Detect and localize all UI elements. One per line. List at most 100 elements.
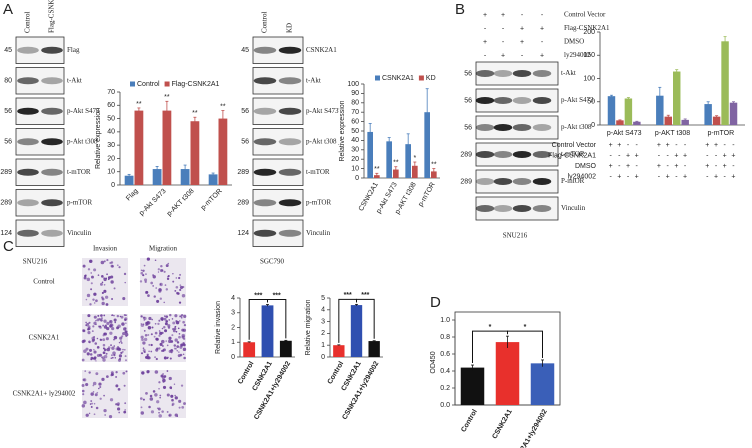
cell xyxy=(180,343,184,347)
cell xyxy=(168,413,172,417)
cell xyxy=(166,344,169,347)
blot-caption: SNU216 xyxy=(23,258,48,266)
cell xyxy=(168,349,172,353)
cell xyxy=(111,327,115,331)
condition-sign: - xyxy=(484,25,487,32)
blot-band xyxy=(41,138,63,146)
cell xyxy=(156,347,159,350)
blot-label: t-Akt xyxy=(306,76,321,84)
legend-label: Control xyxy=(137,81,160,88)
cell xyxy=(116,347,121,351)
column-header: Migration xyxy=(149,245,177,253)
cell xyxy=(124,355,127,358)
molecular-weight: 56 xyxy=(464,97,472,104)
blot-band xyxy=(512,178,532,185)
cell xyxy=(93,357,97,361)
condition-sign: + xyxy=(483,39,487,46)
condition-sign: - xyxy=(484,52,487,59)
cell xyxy=(139,280,143,283)
panel-letter: B xyxy=(455,1,465,18)
cell xyxy=(94,342,98,345)
cell xyxy=(105,295,109,299)
condition-sign: + xyxy=(617,173,621,180)
blot-label: t-mTOR xyxy=(67,168,91,176)
cell xyxy=(85,321,87,324)
significance: * xyxy=(489,324,492,331)
cell xyxy=(90,288,93,291)
blot-band xyxy=(278,77,302,85)
condition-sign: + xyxy=(635,173,639,180)
cell xyxy=(147,294,150,297)
condition-sign: + xyxy=(540,25,544,32)
bar xyxy=(616,120,624,125)
significance: *** xyxy=(273,292,281,299)
cell xyxy=(160,317,164,321)
cell xyxy=(159,297,162,300)
cell xyxy=(109,320,111,323)
bar xyxy=(333,345,345,357)
blot-band xyxy=(17,46,39,54)
cell xyxy=(141,338,144,342)
cell xyxy=(179,288,182,292)
cell xyxy=(93,348,95,351)
cell xyxy=(183,323,187,327)
panel-letter: C xyxy=(3,238,14,255)
cell xyxy=(110,264,114,268)
cell xyxy=(124,330,128,334)
condition-sign: - xyxy=(715,152,718,159)
y-tick-label: 60 xyxy=(107,102,115,109)
legend-label: Flag-CSNK2A1 xyxy=(172,81,220,88)
cell xyxy=(102,351,106,355)
y-tick-label: 70 xyxy=(351,109,359,116)
cell xyxy=(140,406,143,409)
cell xyxy=(145,392,148,395)
blot-band xyxy=(17,138,39,146)
cell xyxy=(148,316,152,321)
blot-band xyxy=(493,178,513,185)
cell xyxy=(165,340,167,342)
condition-sign: + xyxy=(666,142,670,149)
blot-label: Vinculin xyxy=(561,204,586,212)
bar xyxy=(424,112,430,178)
cell xyxy=(118,341,121,344)
cell xyxy=(157,407,161,411)
cell xyxy=(113,335,118,340)
condition-label: Flag-CSNK2A1 xyxy=(564,24,610,32)
bar xyxy=(393,169,399,178)
blot-band xyxy=(41,168,63,176)
cell xyxy=(116,314,120,318)
cell xyxy=(96,346,100,349)
cell xyxy=(87,322,90,325)
cell xyxy=(179,284,182,286)
bar xyxy=(607,96,616,125)
cell xyxy=(163,301,166,304)
cell xyxy=(90,406,93,408)
y-tick-label: 90 xyxy=(351,90,359,97)
cell xyxy=(151,318,153,321)
cell xyxy=(85,382,89,387)
y-tick-label: 3 xyxy=(231,310,235,317)
bar xyxy=(350,305,363,357)
blot-band xyxy=(532,70,552,77)
blot-band xyxy=(41,107,63,115)
legend-label: CSNK2A1 xyxy=(382,75,414,82)
cell xyxy=(120,342,123,344)
y-tick-label: 80 xyxy=(351,100,359,107)
blot-band xyxy=(41,229,63,237)
cell xyxy=(103,354,108,359)
cell xyxy=(181,405,185,409)
cell xyxy=(115,403,118,406)
cell xyxy=(147,334,150,336)
cell xyxy=(153,295,156,298)
cell xyxy=(156,299,160,303)
cell xyxy=(93,292,97,296)
cell xyxy=(85,413,89,417)
cell xyxy=(162,378,166,383)
molecular-weight: 289 xyxy=(0,169,12,176)
molecular-weight: 56 xyxy=(464,124,472,131)
y-tick-label: 0.0 xyxy=(440,402,450,409)
condition-sign: + xyxy=(674,163,678,170)
cell xyxy=(93,315,97,319)
cell xyxy=(140,411,145,415)
cell xyxy=(168,319,171,321)
